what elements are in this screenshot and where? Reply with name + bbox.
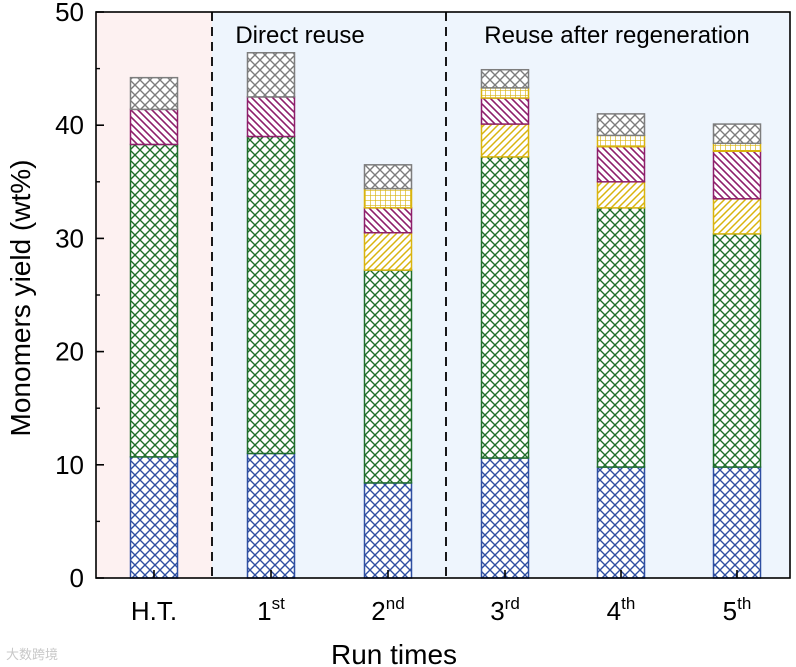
x-axis-title: Run times [331,639,457,667]
axes: 0 10 20 30 40 50 H.T. 1st 2nd 3rd 4th 5th [55,0,791,626]
bar-segment-4-4 [596,134,646,148]
bar-segment-5-0 [712,466,762,579]
bar-segment-4-0 [596,466,646,579]
bar-segment-3-1 [480,156,530,459]
bar-segment-4-2 [596,181,646,209]
bar-segment-3-0 [480,457,530,579]
y-tick-label-4: 40 [55,110,84,140]
x-tick-label-2: 2nd [371,594,404,626]
bar-segment-5-2 [712,198,762,235]
bar-segment-4-3 [596,145,646,183]
x-tick-label-1: 1st [257,594,285,626]
bar-segment-0-1 [129,143,179,458]
bar-segment-3-2 [480,123,530,158]
x-tick-label-0: H.T. [131,596,177,626]
y-tick-label-1: 10 [55,450,84,480]
bar-segment-3-4 [480,87,530,99]
y-axis-title: Monomers yield (wt%) [5,160,36,437]
bar-segment-4-5 [596,113,646,137]
bar-segment-5-3 [712,150,762,200]
bar-segment-1-5 [246,52,296,98]
y-tick-label-3: 30 [55,223,84,253]
bar-segment-2-2 [363,231,413,271]
bar-segment-4-1 [596,207,646,468]
bar-segment-1-0 [246,452,296,579]
watermark: 大数跨境 [6,648,59,663]
y-tick-label-0: 0 [70,563,84,593]
region-backgrounds [96,12,790,578]
x-tick-label-5: 5th [723,594,752,626]
bar-segment-0-5 [129,76,179,111]
bar-segment-5-4 [712,142,762,152]
bar-segment-2-3 [363,207,413,234]
bar-segment-5-5 [712,123,762,145]
bar-stacks [129,52,762,579]
x-tick-label-3: 3rd [490,594,520,626]
bar-segment-2-0 [363,482,413,579]
bar-segment-5-1 [712,233,762,468]
bar-segment-2-1 [363,269,413,484]
bar-segment-3-5 [480,68,530,89]
y-tick-label-2: 20 [55,337,84,367]
bar-segment-2-4 [363,187,413,209]
bar-segment-0-3 [129,108,179,146]
bar-segment-1-1 [246,135,296,455]
y-tick-label-5: 50 [55,0,84,27]
bar-segment-1-3 [246,96,296,138]
region-label-reuse-after-regeneration: Reuse after regeneration [484,22,750,49]
bar-segment-3-3 [480,97,530,125]
region-label-direct-reuse: Direct reuse [235,22,364,49]
bar-segment-0-0 [129,456,179,579]
bar-segment-2-5 [363,164,413,190]
x-tick-label-4: 4th [607,594,636,626]
